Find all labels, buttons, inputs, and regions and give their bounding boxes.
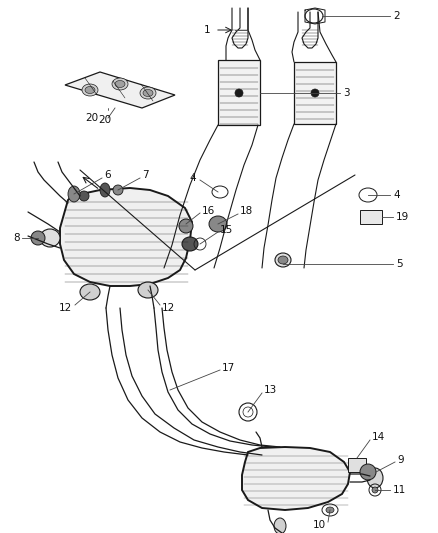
Text: 2: 2 <box>393 11 399 21</box>
Ellipse shape <box>68 186 80 202</box>
Bar <box>360 210 382 224</box>
Ellipse shape <box>140 87 156 99</box>
Ellipse shape <box>360 464 376 480</box>
Text: 12: 12 <box>59 303 72 313</box>
Ellipse shape <box>115 80 125 87</box>
Text: 10: 10 <box>313 520 326 530</box>
Text: 9: 9 <box>397 455 404 465</box>
Ellipse shape <box>372 487 378 493</box>
Text: 20: 20 <box>85 113 98 123</box>
Text: 14: 14 <box>372 432 385 442</box>
Ellipse shape <box>326 507 334 513</box>
Ellipse shape <box>85 86 95 93</box>
Text: 5: 5 <box>396 259 403 269</box>
Ellipse shape <box>179 219 193 233</box>
Text: 8: 8 <box>14 233 20 243</box>
Text: 20: 20 <box>99 115 112 125</box>
Ellipse shape <box>367 468 383 488</box>
Ellipse shape <box>113 185 123 195</box>
Text: 16: 16 <box>202 206 215 216</box>
Ellipse shape <box>79 191 89 201</box>
Text: 11: 11 <box>393 485 406 495</box>
Bar <box>348 458 366 472</box>
Ellipse shape <box>209 216 227 232</box>
Text: 4: 4 <box>393 190 399 200</box>
Ellipse shape <box>278 256 288 264</box>
Ellipse shape <box>311 89 319 97</box>
Ellipse shape <box>143 90 153 96</box>
Ellipse shape <box>275 253 291 267</box>
Text: 15: 15 <box>220 225 233 235</box>
Polygon shape <box>60 188 192 286</box>
Text: 1: 1 <box>203 25 210 35</box>
Bar <box>218 60 260 125</box>
Ellipse shape <box>82 84 98 96</box>
Text: 12: 12 <box>162 303 175 313</box>
Text: 4: 4 <box>189 173 196 183</box>
Ellipse shape <box>31 231 45 245</box>
Ellipse shape <box>274 518 286 533</box>
Text: 19: 19 <box>396 212 409 222</box>
Text: 17: 17 <box>222 363 235 373</box>
Text: 3: 3 <box>343 88 350 98</box>
Polygon shape <box>242 447 350 510</box>
Text: 13: 13 <box>264 385 277 395</box>
Ellipse shape <box>40 229 60 247</box>
Text: 6: 6 <box>104 170 111 180</box>
Ellipse shape <box>138 282 158 298</box>
Ellipse shape <box>235 89 243 97</box>
Polygon shape <box>65 72 175 108</box>
Bar <box>294 62 336 124</box>
Text: 18: 18 <box>240 206 253 216</box>
Text: 7: 7 <box>142 170 148 180</box>
Ellipse shape <box>100 183 110 197</box>
Ellipse shape <box>80 284 100 300</box>
Ellipse shape <box>182 237 198 251</box>
Ellipse shape <box>112 78 128 90</box>
